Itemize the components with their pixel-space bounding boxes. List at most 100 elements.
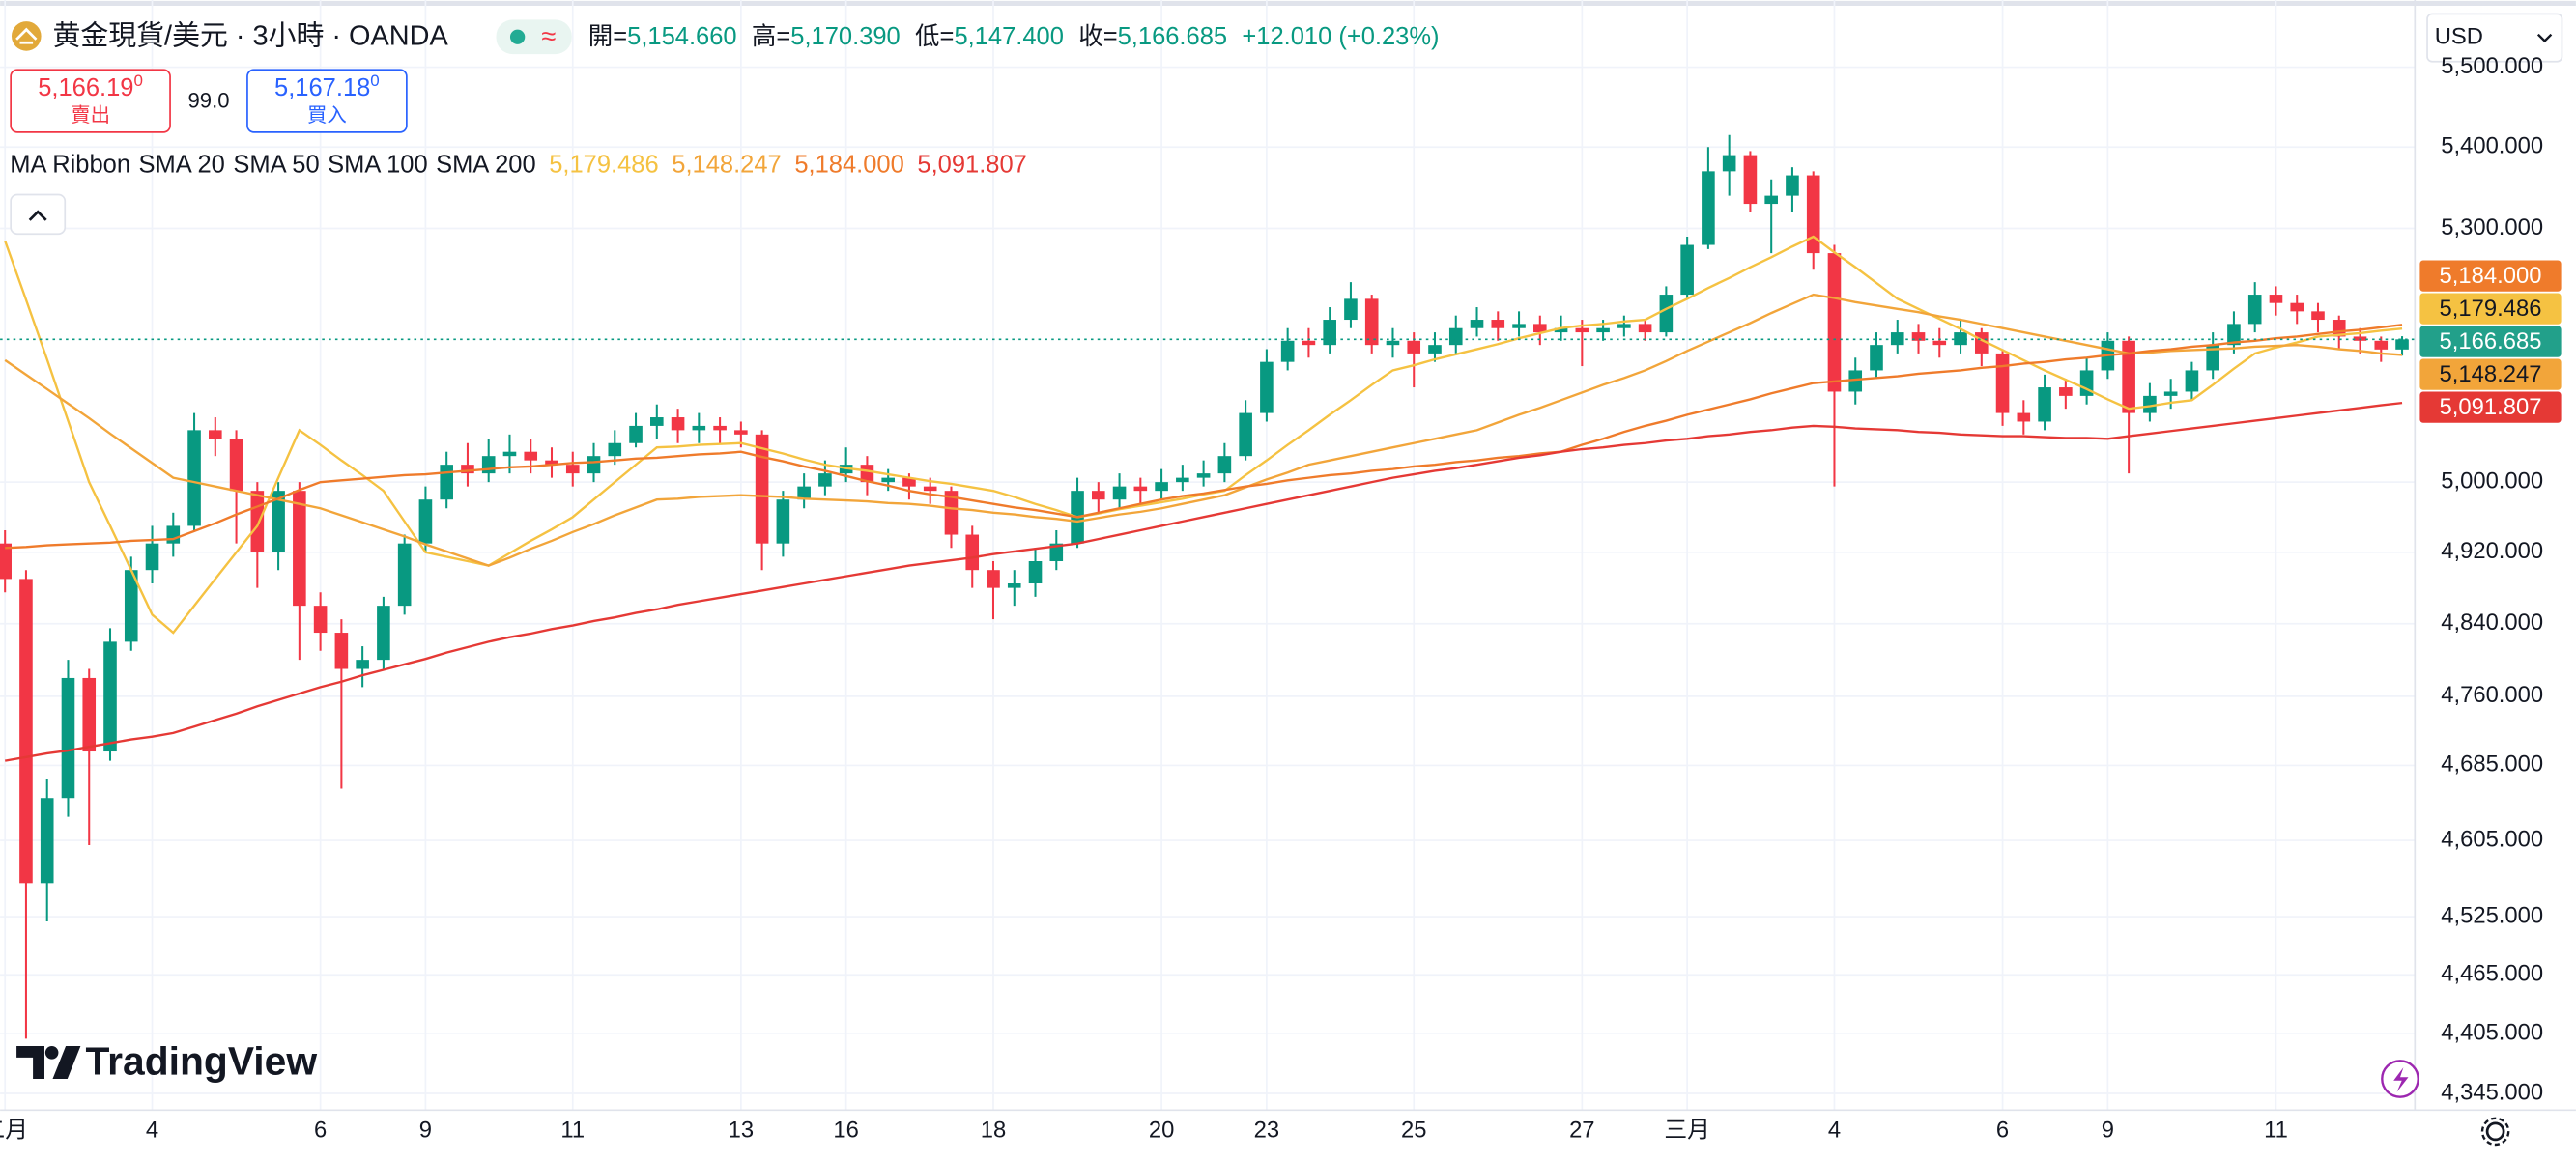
ohlc-value: 5,166.685 — [1118, 23, 1227, 50]
ohlc-value: 5,147.400 — [954, 23, 1063, 50]
candle-body — [2059, 387, 2073, 396]
candle-body — [1995, 353, 2010, 413]
candle-body — [1344, 298, 1358, 321]
candle-body — [2311, 311, 2325, 321]
candle-body — [2143, 395, 2157, 413]
candle-body — [334, 633, 349, 669]
candle-body — [1806, 175, 1820, 254]
ohlc-label: 開= — [588, 23, 627, 50]
y-tick-label: 4,840.000 — [2441, 609, 2543, 636]
candle-body — [1407, 340, 1421, 354]
candle-body — [629, 425, 643, 443]
sell-price-sup: 0 — [133, 71, 142, 90]
candle-body — [481, 456, 496, 474]
candle-body — [818, 473, 832, 487]
spread: 99.0 — [187, 88, 229, 112]
candle-body — [650, 417, 664, 426]
candle-body — [1870, 345, 1883, 371]
candle-body — [1133, 486, 1148, 492]
candle-body — [1007, 583, 1021, 588]
delayed-icon: ≈ — [541, 20, 556, 50]
market-open-dot — [509, 29, 526, 44]
candle-body — [860, 465, 874, 483]
x-tick-label: 27 — [1569, 1118, 1594, 1144]
candle-body — [755, 434, 769, 544]
plot-area — [0, 0, 2416, 1111]
y-tick-label: 4,465.000 — [2441, 960, 2543, 986]
sell-price: 5,166.190 — [38, 71, 143, 100]
legend-series-name: SMA 100 — [328, 151, 427, 178]
price-badge — [2419, 391, 2562, 423]
y-tick-label: 5,300.000 — [2441, 214, 2543, 241]
candle-body — [797, 486, 811, 500]
candle-body — [502, 451, 517, 457]
symbol-icon-glyph — [15, 27, 38, 44]
sell-label: 賣出 — [71, 104, 110, 127]
candle-body — [356, 660, 369, 669]
candle-body — [1533, 324, 1547, 333]
price-badge — [2419, 293, 2562, 325]
candle-body — [19, 579, 33, 884]
candle-body — [692, 425, 706, 431]
ohlc-value: 5,154.660 — [627, 23, 736, 50]
candle-body — [145, 543, 159, 571]
price-badge-label: 5,179.486 — [2440, 296, 2542, 322]
x-tick-label: 20 — [1149, 1118, 1174, 1144]
candle-body — [61, 677, 75, 799]
candle-body — [187, 430, 201, 526]
candle-body — [2038, 387, 2051, 422]
collapse-icon — [28, 210, 47, 221]
price-badge-label: 5,184.000 — [2440, 263, 2542, 289]
candle-body — [565, 465, 580, 474]
candle-body — [1217, 456, 1232, 474]
candle-body — [1617, 324, 1631, 328]
status-pill[interactable] — [496, 19, 572, 55]
candle-body — [2017, 412, 2031, 422]
buy-price-main: 5,167.18 — [274, 74, 370, 101]
logo-mark — [16, 1045, 81, 1079]
y-tick-label: 5,500.000 — [2441, 53, 2543, 79]
candle-body — [2185, 370, 2199, 392]
candle-body — [209, 430, 222, 439]
price-badge — [2419, 326, 2562, 357]
candle-body — [987, 570, 1000, 588]
x-tick-label: 11 — [2264, 1118, 2288, 1144]
candle-body — [1386, 340, 1400, 346]
candle-body — [313, 606, 328, 634]
candle-body — [776, 499, 790, 544]
x-tick-label: 6 — [1996, 1118, 2009, 1144]
x-tick-label: 4 — [1828, 1118, 1841, 1144]
candle-body — [587, 456, 601, 474]
candle-body — [272, 491, 285, 552]
price-badge-label: 5,166.685 — [2440, 328, 2542, 354]
symbol-title[interactable]: 黄金現貨/美元 · 3小時 · OANDA — [52, 21, 448, 52]
candle-body — [440, 465, 453, 500]
ohlc-values: 開=5,154.660 高=5,170.390 低=5,147.400 收=5,166… — [588, 23, 1440, 50]
currency-select[interactable] — [2426, 13, 2563, 63]
candle-body — [1470, 320, 1484, 328]
collapse-button[interactable] — [10, 193, 67, 236]
x-tick-label: 4 — [146, 1118, 158, 1144]
candle-body — [1827, 253, 1842, 392]
candle-body — [734, 430, 748, 435]
price-badge — [2419, 358, 2562, 390]
legend-series-value: 5,091.807 — [917, 151, 1026, 178]
candle-body — [2122, 340, 2135, 413]
candle-body — [1155, 482, 1168, 492]
candle-body — [965, 534, 980, 571]
x-tick-label: 9 — [419, 1118, 432, 1144]
legend-series-value: 5,148.247 — [672, 151, 781, 178]
sell-button[interactable] — [10, 69, 171, 133]
candle-body — [2395, 339, 2409, 350]
candle-body — [1890, 332, 1904, 346]
indicator-legend[interactable]: MA Ribbon SMA 20 SMA 50 SMA 100 SMA 200 5,179… — [10, 151, 1027, 178]
candle-body — [545, 460, 558, 466]
candle-body — [40, 798, 54, 884]
candle-body — [1491, 320, 1505, 328]
settings-icon[interactable] — [2485, 1121, 2505, 1142]
candle-body — [1364, 298, 1379, 346]
logo-text[interactable]: TradingView — [85, 1038, 317, 1083]
buy-button[interactable] — [246, 69, 408, 133]
buy-price-sup: 0 — [370, 71, 379, 90]
candle-body — [524, 451, 538, 461]
